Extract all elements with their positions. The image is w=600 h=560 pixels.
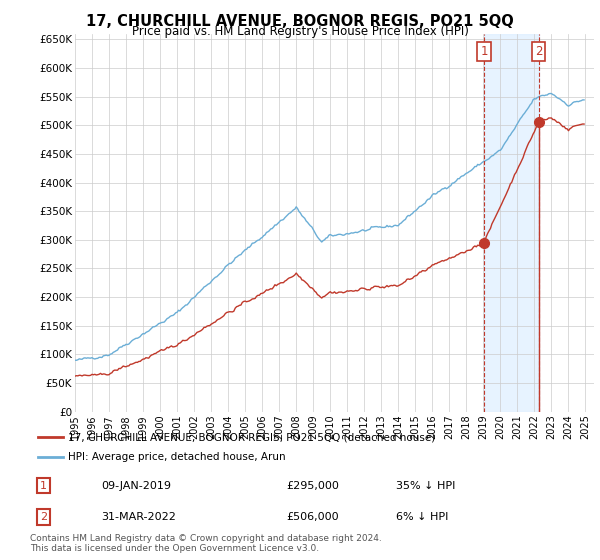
Text: HPI: Average price, detached house, Arun: HPI: Average price, detached house, Arun: [68, 452, 286, 462]
Text: 1: 1: [480, 45, 488, 58]
Text: £506,000: £506,000: [287, 512, 339, 522]
Text: 1: 1: [40, 480, 47, 491]
Text: £295,000: £295,000: [287, 480, 340, 491]
Text: 35% ↓ HPI: 35% ↓ HPI: [396, 480, 455, 491]
Text: Price paid vs. HM Land Registry's House Price Index (HPI): Price paid vs. HM Land Registry's House …: [131, 25, 469, 38]
Text: 2: 2: [535, 45, 542, 58]
Text: 2: 2: [40, 512, 47, 522]
Text: Contains HM Land Registry data © Crown copyright and database right 2024.
This d: Contains HM Land Registry data © Crown c…: [30, 534, 382, 553]
Text: 31-MAR-2022: 31-MAR-2022: [101, 512, 176, 522]
Bar: [484, 34, 539, 412]
Text: 17, CHURCHILL AVENUE, BOGNOR REGIS, PO21 5QQ (detached house): 17, CHURCHILL AVENUE, BOGNOR REGIS, PO21…: [68, 432, 436, 442]
Text: 09-JAN-2019: 09-JAN-2019: [101, 480, 171, 491]
Text: 17, CHURCHILL AVENUE, BOGNOR REGIS, PO21 5QQ: 17, CHURCHILL AVENUE, BOGNOR REGIS, PO21…: [86, 14, 514, 29]
Text: 6% ↓ HPI: 6% ↓ HPI: [396, 512, 448, 522]
